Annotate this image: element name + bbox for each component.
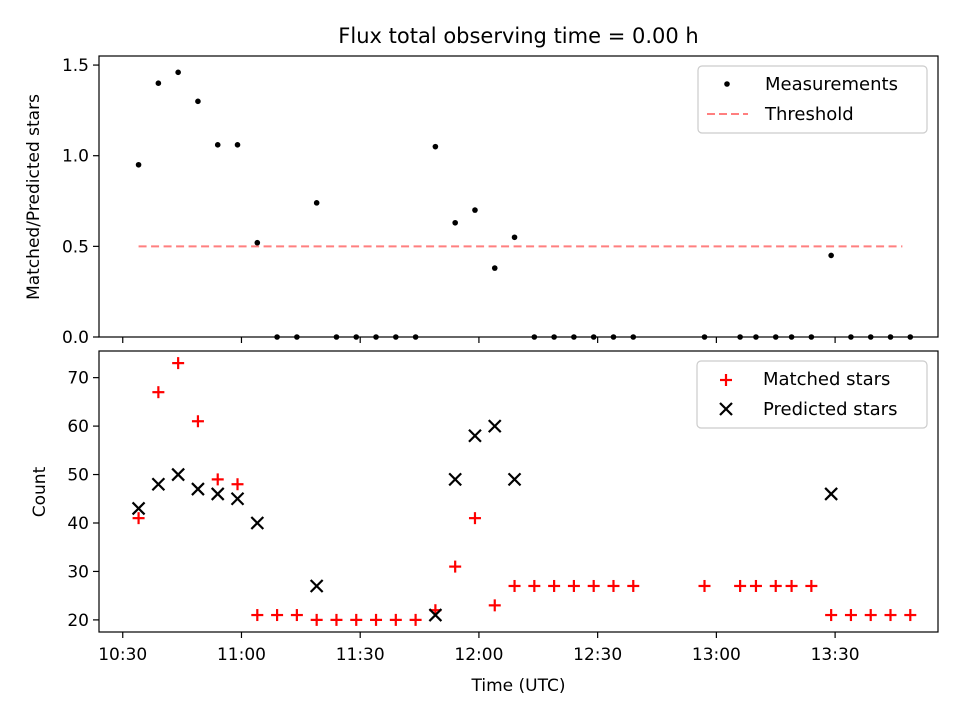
- predicted-star-point: [428, 608, 443, 622]
- matched-star-point: [172, 357, 185, 370]
- legend-label-measurements: Measurements: [765, 74, 898, 95]
- matched-star-point: [211, 473, 224, 486]
- bottom-y-tick-label: 30: [67, 562, 89, 582]
- top-legend: Measurements Threshold: [697, 65, 928, 134]
- matched-star-point: [587, 579, 600, 592]
- measurement-point: [432, 143, 439, 150]
- matched-star-point: [864, 609, 877, 622]
- predicted-star-point: [824, 487, 838, 501]
- matched-star-point: [310, 613, 323, 626]
- bottom-y-tick-label: 60: [67, 417, 89, 437]
- legend-marker-matched: [720, 374, 732, 386]
- predicted-star-point: [171, 467, 185, 482]
- measurement-point: [175, 69, 181, 76]
- measurement-point: [214, 142, 221, 148]
- matched-star-point: [567, 579, 580, 592]
- top-y-tick-label: 0.0: [62, 328, 89, 348]
- predicted-star-point: [250, 516, 265, 530]
- measurement-point: [828, 252, 834, 259]
- matched-star-point: [290, 609, 303, 622]
- matched-star-point: [449, 560, 462, 573]
- predicted-star-point: [230, 491, 245, 506]
- matched-star-point: [805, 579, 818, 592]
- matched-star-point: [548, 579, 561, 592]
- x-tick-label: 13:00: [692, 645, 741, 665]
- predicted-star-point: [151, 477, 166, 492]
- bottom-plot-frame: [98, 350, 939, 633]
- matched-star-point: [231, 478, 244, 491]
- bottom-y-axis-label: Count: [30, 466, 50, 517]
- matched-star-point: [152, 386, 165, 399]
- matched-star-point: [749, 579, 762, 592]
- matched-star-point: [468, 512, 481, 525]
- predicted-star-point: [210, 487, 225, 501]
- bottom-y-tick-label: 70: [67, 369, 89, 389]
- matched-star-point: [132, 512, 145, 525]
- matched-star-point: [769, 579, 782, 592]
- measurement-point: [234, 142, 241, 148]
- x-tick-label: 12:30: [573, 645, 622, 665]
- x-tick-label: 13:30: [811, 645, 860, 665]
- measurement-point: [195, 98, 201, 105]
- matched-star-point: [825, 609, 838, 622]
- matched-star-point: [785, 579, 798, 592]
- top-panel: Matched/Predicted stars 0.0 0.5 1.0 1.5 Mea…: [24, 55, 939, 348]
- bottom-y-tick-label: 20: [67, 611, 89, 631]
- matched-star-point: [698, 579, 711, 592]
- measurement-point: [313, 200, 320, 206]
- bottom-y-tick-label: 50: [67, 466, 89, 486]
- matched-star-point: [409, 613, 422, 626]
- x-axis-label: Time (UTC): [471, 676, 566, 696]
- chart-title: Flux total observing time = 0.00 h: [338, 24, 698, 48]
- legend-marker-measurements: [724, 81, 730, 87]
- legend-marker-predicted: [719, 402, 733, 416]
- predicted-star-point: [487, 419, 502, 433]
- bottom-panel: Count Time (UTC) 20 30 40 50 60 70 10:30 11:00 1…: [30, 350, 939, 696]
- measurement-point: [472, 207, 478, 213]
- bottom-legend: Matched stars Predicted stars: [696, 360, 928, 429]
- x-tick-label: 12:00: [454, 645, 503, 665]
- bottom-y-tick-label: 40: [67, 514, 89, 534]
- top-y-tick-label: 0.5: [62, 237, 89, 257]
- x-tick-label: 11:00: [217, 645, 266, 665]
- matched-star-point: [627, 579, 640, 592]
- legend-label-predicted: Predicted stars: [763, 399, 897, 420]
- matched-star-point: [607, 579, 620, 592]
- matched-star-point: [271, 609, 284, 622]
- measurement-point: [491, 265, 498, 271]
- matched-star-point: [350, 613, 363, 626]
- top-plot-frame: [98, 55, 939, 338]
- matched-star-point: [488, 599, 501, 612]
- legend-label-threshold: Threshold: [764, 104, 854, 125]
- matched-star-point: [191, 415, 204, 428]
- matched-star-point: [904, 609, 917, 622]
- matched-star-point: [251, 609, 264, 622]
- legend-label-matched: Matched stars: [763, 369, 890, 390]
- measurement-point: [155, 80, 162, 86]
- predicted-star-point: [448, 472, 462, 487]
- measurement-point: [511, 234, 518, 241]
- x-tick-label: 11:30: [336, 645, 385, 665]
- matched-star-point: [734, 579, 747, 592]
- x-tick-label: 10:30: [98, 645, 147, 665]
- predicted-star-point: [507, 472, 522, 487]
- predicted-star-point: [309, 579, 324, 593]
- measurement-point: [452, 219, 458, 226]
- top-y-tick-label: 1.0: [62, 147, 89, 167]
- matched-star-point: [389, 613, 402, 626]
- predicted-star-point: [131, 501, 146, 516]
- matched-star-point: [528, 579, 541, 592]
- top-y-tick-label: 1.5: [62, 56, 89, 76]
- matched-star-point: [370, 613, 383, 626]
- measurement-point: [135, 161, 142, 168]
- top-y-axis-label: Matched/Predicted stars: [24, 94, 44, 300]
- matched-star-point: [844, 609, 857, 622]
- matched-star-point: [508, 579, 521, 592]
- predicted-star-point: [468, 429, 482, 443]
- predicted-star-point: [191, 482, 205, 496]
- matched-star-point: [330, 613, 343, 626]
- matched-star-point: [884, 609, 897, 622]
- measurement-point: [254, 239, 261, 246]
